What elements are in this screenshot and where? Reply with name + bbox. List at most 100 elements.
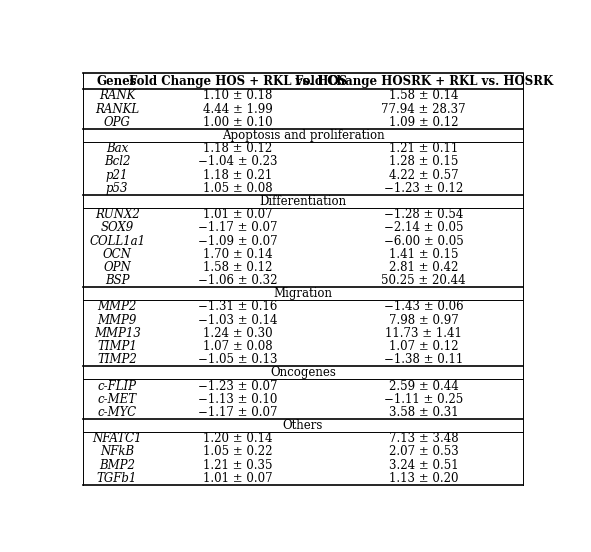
Text: −1.06 ± 0.32: −1.06 ± 0.32	[199, 274, 278, 287]
Text: −1.05 ± 0.13: −1.05 ± 0.13	[199, 353, 278, 366]
Bar	[83, 366, 522, 379]
Bar	[83, 235, 522, 248]
Text: Genes: Genes	[97, 75, 137, 88]
Text: 77.94 ± 28.37: 77.94 ± 28.37	[382, 103, 466, 116]
Text: Apoptosis and proliferation: Apoptosis and proliferation	[222, 129, 384, 142]
Text: 2.07 ± 0.53: 2.07 ± 0.53	[389, 445, 459, 459]
Text: 3.58 ± 0.31: 3.58 ± 0.31	[389, 406, 459, 419]
Text: p53: p53	[106, 182, 128, 195]
Text: Others: Others	[282, 419, 323, 432]
Bar	[83, 103, 522, 116]
Text: −1.17 ± 0.07: −1.17 ± 0.07	[199, 221, 278, 234]
Bar	[83, 419, 522, 432]
Text: 1.58 ± 0.12: 1.58 ± 0.12	[203, 261, 272, 274]
Text: Migration: Migration	[274, 287, 332, 300]
Text: −1.38 ± 0.11: −1.38 ± 0.11	[384, 353, 463, 366]
Text: COLL1a1: COLL1a1	[89, 235, 145, 247]
Text: Fold Change HOS + RKL vs. HOS: Fold Change HOS + RKL vs. HOS	[129, 75, 347, 88]
Bar	[83, 472, 522, 485]
Text: 4.44 ± 1.99: 4.44 ± 1.99	[203, 103, 273, 116]
Text: −1.17 ± 0.07: −1.17 ± 0.07	[199, 406, 278, 419]
Text: MMP2: MMP2	[98, 300, 137, 314]
Bar	[83, 340, 522, 353]
Bar	[83, 248, 522, 261]
Bar	[83, 142, 522, 155]
Text: −1.28 ± 0.54: −1.28 ± 0.54	[384, 208, 463, 221]
Text: 1.05 ± 0.22: 1.05 ± 0.22	[203, 445, 273, 459]
Text: 1.18 ± 0.12: 1.18 ± 0.12	[203, 142, 272, 155]
Bar	[83, 327, 522, 340]
Text: 1.18 ± 0.21: 1.18 ± 0.21	[203, 168, 272, 182]
Text: −1.09 ± 0.07: −1.09 ± 0.07	[198, 235, 278, 247]
Text: OPN: OPN	[103, 261, 131, 274]
Text: 1.00 ± 0.10: 1.00 ± 0.10	[203, 116, 273, 129]
Text: 1.24 ± 0.30: 1.24 ± 0.30	[203, 327, 273, 340]
Text: 1.13 ± 0.20: 1.13 ± 0.20	[389, 472, 459, 485]
Bar	[83, 353, 522, 366]
Bar	[83, 195, 522, 208]
Text: 2.81 ± 0.42: 2.81 ± 0.42	[389, 261, 459, 274]
Text: 1.20 ± 0.14: 1.20 ± 0.14	[203, 432, 273, 445]
Text: 1.01 ± 0.07: 1.01 ± 0.07	[203, 208, 273, 221]
Bar	[83, 314, 522, 327]
Text: 3.24 ± 0.51: 3.24 ± 0.51	[389, 459, 459, 471]
Bar	[83, 274, 522, 287]
Bar	[83, 221, 522, 235]
Text: NFkB: NFkB	[100, 445, 134, 459]
Bar	[83, 155, 522, 168]
Text: 2.59 ± 0.44: 2.59 ± 0.44	[389, 380, 459, 392]
Text: −1.23 ± 0.07: −1.23 ± 0.07	[199, 380, 278, 392]
Bar	[83, 261, 522, 274]
Text: MMP9: MMP9	[98, 314, 137, 327]
Text: RANKL: RANKL	[95, 103, 139, 116]
Text: Bax: Bax	[106, 142, 128, 155]
Text: RUNX2: RUNX2	[95, 208, 139, 221]
Text: −1.23 ± 0.12: −1.23 ± 0.12	[384, 182, 463, 195]
Text: −1.31 ± 0.16: −1.31 ± 0.16	[199, 300, 278, 314]
Text: 7.13 ± 3.48: 7.13 ± 3.48	[389, 432, 459, 445]
Text: 1.21 ± 0.35: 1.21 ± 0.35	[203, 459, 273, 471]
Text: −6.00 ± 0.05: −6.00 ± 0.05	[384, 235, 464, 247]
Text: 11.73 ± 1.41: 11.73 ± 1.41	[385, 327, 462, 340]
Text: TGFb1: TGFb1	[97, 472, 137, 485]
Text: Bcl2: Bcl2	[104, 156, 131, 168]
Bar	[83, 168, 522, 182]
Text: −1.03 ± 0.14: −1.03 ± 0.14	[199, 314, 278, 327]
Bar	[83, 116, 522, 129]
Text: c-MET: c-MET	[98, 392, 137, 406]
Text: NFATC1: NFATC1	[92, 432, 142, 445]
Text: BMP2: BMP2	[99, 459, 135, 471]
Text: 1.70 ± 0.14: 1.70 ± 0.14	[203, 248, 273, 261]
Text: −1.11 ± 0.25: −1.11 ± 0.25	[384, 392, 463, 406]
Bar	[83, 379, 522, 392]
Bar	[83, 182, 522, 195]
Text: 1.21 ± 0.11: 1.21 ± 0.11	[389, 142, 459, 155]
Text: BSP: BSP	[105, 274, 129, 287]
Bar	[83, 208, 522, 221]
Text: OCN: OCN	[103, 248, 132, 261]
Text: 7.98 ± 0.97: 7.98 ± 0.97	[389, 314, 459, 327]
Text: −1.04 ± 0.23: −1.04 ± 0.23	[199, 156, 278, 168]
Text: 1.58 ± 0.14: 1.58 ± 0.14	[389, 89, 459, 103]
Bar	[83, 445, 522, 459]
Text: −1.13 ± 0.10: −1.13 ± 0.10	[199, 392, 278, 406]
Bar	[83, 129, 522, 142]
Text: 50.25 ± 20.44: 50.25 ± 20.44	[382, 274, 466, 287]
Bar	[83, 287, 522, 300]
Text: Oncogenes: Oncogenes	[270, 367, 336, 379]
Text: −1.43 ± 0.06: −1.43 ± 0.06	[384, 300, 463, 314]
Text: TIMP1: TIMP1	[97, 340, 137, 353]
Bar	[83, 432, 522, 445]
Text: RANK: RANK	[99, 89, 135, 103]
Text: 1.07 ± 0.12: 1.07 ± 0.12	[389, 340, 459, 353]
Text: Differentiation: Differentiation	[259, 195, 346, 208]
Bar	[83, 406, 522, 419]
Text: 1.01 ± 0.07: 1.01 ± 0.07	[203, 472, 273, 485]
Text: 1.09 ± 0.12: 1.09 ± 0.12	[389, 116, 459, 129]
Bar	[83, 300, 522, 314]
Text: SOX9: SOX9	[100, 221, 134, 234]
Bar	[83, 89, 522, 103]
Bar	[83, 459, 522, 472]
Text: TIMP2: TIMP2	[97, 353, 137, 366]
Text: 1.05 ± 0.08: 1.05 ± 0.08	[203, 182, 273, 195]
